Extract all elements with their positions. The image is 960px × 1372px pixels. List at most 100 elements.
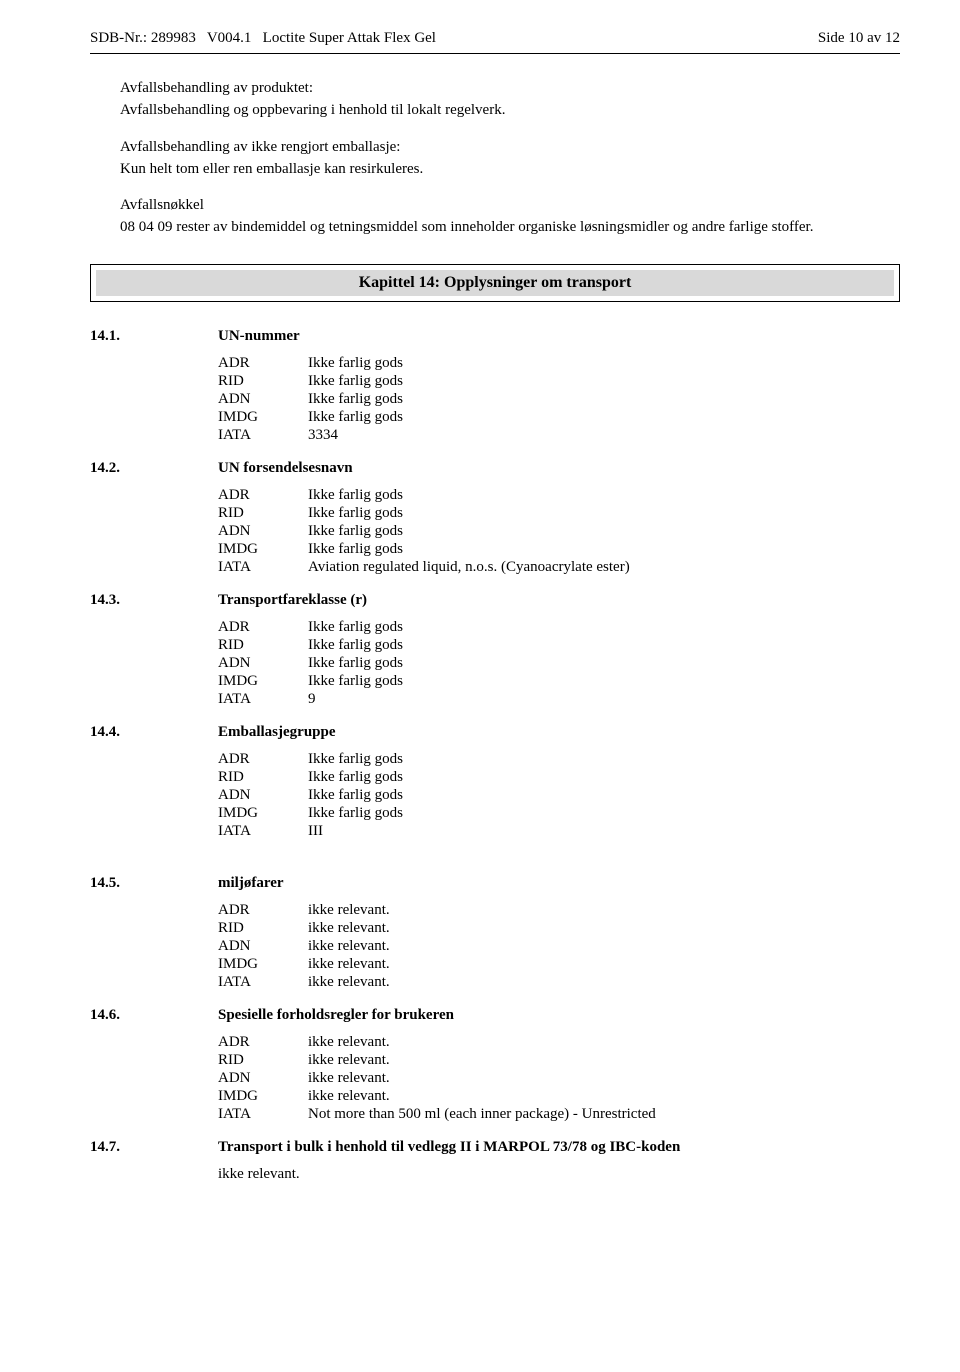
value: Ikke farlig gods bbox=[308, 751, 900, 768]
section-14-4-body: ADRIkke farlig gods RIDIkke farlig gods … bbox=[218, 751, 900, 840]
label-adn: ADN bbox=[218, 787, 308, 804]
section-title: miljøfarer bbox=[218, 875, 284, 892]
table-row: IMDGIkke farlig gods bbox=[218, 409, 900, 426]
table-row: IATA9 bbox=[218, 691, 900, 708]
table-row: ADNikke relevant. bbox=[218, 1070, 900, 1087]
value: ikke relevant. bbox=[308, 1088, 900, 1105]
label-rid: RID bbox=[218, 373, 308, 390]
value: Ikke farlig gods bbox=[308, 409, 900, 426]
section-14-3-body: ADRIkke farlig gods RIDIkke farlig gods … bbox=[218, 619, 900, 708]
label-iata: IATA bbox=[218, 823, 308, 840]
label-adn: ADN bbox=[218, 391, 308, 408]
table-row: RIDIkke farlig gods bbox=[218, 373, 900, 390]
section-title: Spesielle forholdsregler for brukeren bbox=[218, 1007, 454, 1024]
label-imdg: IMDG bbox=[218, 956, 308, 973]
table-row: IMDGIkke farlig gods bbox=[218, 673, 900, 690]
value: Ikke farlig gods bbox=[308, 769, 900, 786]
table-row: RIDIkke farlig gods bbox=[218, 769, 900, 786]
value: 9 bbox=[308, 691, 900, 708]
value: ikke relevant. bbox=[308, 1034, 900, 1051]
value: Ikke farlig gods bbox=[308, 541, 900, 558]
value: Ikke farlig gods bbox=[308, 619, 900, 636]
table-row: IMDGIkke farlig gods bbox=[218, 541, 900, 558]
table-row: IATAikke relevant. bbox=[218, 974, 900, 991]
value: ikke relevant. bbox=[308, 902, 900, 919]
value: ikke relevant. bbox=[308, 1052, 900, 1069]
value: Ikke farlig gods bbox=[308, 637, 900, 654]
table-row: IMDGIkke farlig gods bbox=[218, 805, 900, 822]
table-row: ADRIkke farlig gods bbox=[218, 355, 900, 372]
section-14-7-heading: 14.7. Transport i bulk i henhold til ved… bbox=[90, 1139, 900, 1156]
label-rid: RID bbox=[218, 769, 308, 786]
label-iata: IATA bbox=[218, 974, 308, 991]
header-left: SDB-Nr.: 289983 V004.1 Loctite Super Att… bbox=[90, 30, 436, 47]
table-row: RIDIkke farlig gods bbox=[218, 505, 900, 522]
waste-pack-text: Kun helt tom eller ren emballasje kan re… bbox=[120, 159, 900, 179]
label-rid: RID bbox=[218, 505, 308, 522]
section-14-5-body: ADRikke relevant. RIDikke relevant. ADNi… bbox=[218, 902, 900, 991]
section-num: 14.4. bbox=[90, 724, 218, 741]
table-row: ADRikke relevant. bbox=[218, 1034, 900, 1051]
table-row: IATA3334 bbox=[218, 427, 900, 444]
table-row: ADRikke relevant. bbox=[218, 902, 900, 919]
value: 3334 bbox=[308, 427, 900, 444]
label-iata: IATA bbox=[218, 427, 308, 444]
label-adr: ADR bbox=[218, 902, 308, 919]
section-14-2-heading: 14.2. UN forsendelsesnavn bbox=[90, 460, 900, 477]
product-name: Loctite Super Attak Flex Gel bbox=[263, 30, 436, 46]
label-iata: IATA bbox=[218, 559, 308, 576]
label-imdg: IMDG bbox=[218, 805, 308, 822]
table-row: RIDikke relevant. bbox=[218, 920, 900, 937]
table-row: IMDGikke relevant. bbox=[218, 956, 900, 973]
value: Ikke farlig gods bbox=[308, 673, 900, 690]
section-num: 14.1. bbox=[90, 328, 218, 345]
table-row: RIDIkke farlig gods bbox=[218, 637, 900, 654]
waste-key-title: Avfallsnøkkel bbox=[120, 195, 900, 215]
table-row: ADRIkke farlig gods bbox=[218, 487, 900, 504]
section-num: 14.7. bbox=[90, 1139, 218, 1156]
label-adn: ADN bbox=[218, 1070, 308, 1087]
section-14-1-heading: 14.1. UN-nummer bbox=[90, 328, 900, 345]
table-row: IATAAviation regulated liquid, n.o.s. (C… bbox=[218, 559, 900, 576]
chapter-14-title: Kapittel 14: Opplysninger om transport bbox=[96, 270, 894, 296]
section-14-7-text: ikke relevant. bbox=[218, 1166, 900, 1183]
label-adn: ADN bbox=[218, 938, 308, 955]
label-rid: RID bbox=[218, 920, 308, 937]
table-row: ADNIkke farlig gods bbox=[218, 523, 900, 540]
label-iata: IATA bbox=[218, 691, 308, 708]
sdb-no: 289983 bbox=[151, 30, 196, 46]
doc-header: SDB-Nr.: 289983 V004.1 Loctite Super Att… bbox=[90, 30, 900, 47]
section-num: 14.3. bbox=[90, 592, 218, 609]
table-row: ADNIkke farlig gods bbox=[218, 787, 900, 804]
value: ikke relevant. bbox=[308, 974, 900, 991]
waste-key-text: 08 04 09 rester av bindemiddel og tetnin… bbox=[120, 217, 900, 237]
header-rule bbox=[90, 53, 900, 54]
waste-product-text: Avfallsbehandling og oppbevaring i henho… bbox=[120, 100, 900, 120]
value: ikke relevant. bbox=[308, 956, 900, 973]
value: Ikke farlig gods bbox=[308, 787, 900, 804]
chapter-14-bar: Kapittel 14: Opplysninger om transport bbox=[90, 264, 900, 302]
value: Ikke farlig gods bbox=[308, 355, 900, 372]
value: III bbox=[308, 823, 900, 840]
label-rid: RID bbox=[218, 1052, 308, 1069]
value: Not more than 500 ml (each inner package… bbox=[308, 1106, 900, 1123]
label-adn: ADN bbox=[218, 655, 308, 672]
sdb-label: SDB-Nr.: bbox=[90, 30, 147, 46]
table-row: ADRIkke farlig gods bbox=[218, 751, 900, 768]
section-14-3-heading: 14.3. Transportfareklasse (r) bbox=[90, 592, 900, 609]
section-title: Emballasjegruppe bbox=[218, 724, 336, 741]
table-row: IMDGikke relevant. bbox=[218, 1088, 900, 1105]
value: Ikke farlig gods bbox=[308, 805, 900, 822]
label-iata: IATA bbox=[218, 1106, 308, 1123]
page: SDB-Nr.: 289983 V004.1 Loctite Super Att… bbox=[0, 0, 960, 1372]
version: V004.1 bbox=[207, 30, 252, 46]
section-num: 14.2. bbox=[90, 460, 218, 477]
page-number: Side 10 av 12 bbox=[818, 30, 900, 47]
value: ikke relevant. bbox=[308, 1070, 900, 1087]
section-title: UN forsendelsesnavn bbox=[218, 460, 353, 477]
section-14-5-heading: 14.5. miljøfarer bbox=[90, 875, 900, 892]
value: Ikke farlig gods bbox=[308, 487, 900, 504]
label-adr: ADR bbox=[218, 619, 308, 636]
label-adr: ADR bbox=[218, 1034, 308, 1051]
value: Ikke farlig gods bbox=[308, 523, 900, 540]
